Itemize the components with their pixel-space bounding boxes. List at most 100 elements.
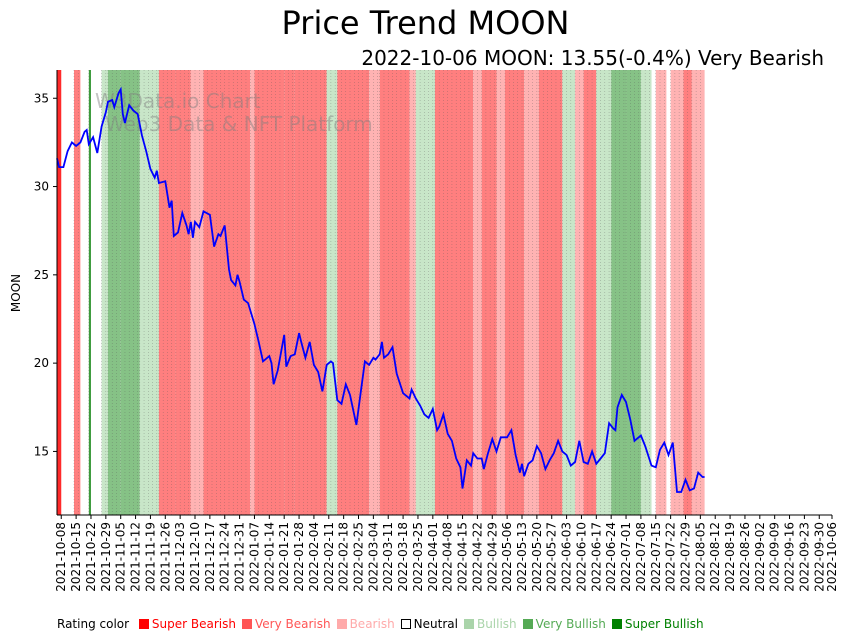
rating-band-16: [337, 70, 370, 515]
x-tick-label: 2022-07-29: [679, 522, 693, 592]
x-tick-label: 2022-03-11: [381, 522, 395, 592]
legend-swatch: [522, 619, 533, 629]
y-tick-label: 30: [34, 180, 49, 194]
rating-band-28: [538, 70, 563, 515]
x-tick-label: 2022-07-08: [634, 522, 648, 592]
rating-band-1: [73, 70, 81, 515]
rating-band-21: [428, 70, 435, 515]
rating-band-19: [409, 70, 416, 515]
x-tick-label: 2021-10-29: [99, 522, 113, 592]
legend-item: Bullish: [463, 617, 517, 631]
legend-swatch: [138, 619, 149, 629]
legend-item: Bearish: [336, 617, 395, 631]
rating-bands: [57, 70, 705, 515]
legend-label: Very Bearish: [254, 617, 331, 631]
x-tick-label: 2022-06-03: [560, 522, 574, 592]
x-tick-label: 2022-02-11: [322, 522, 336, 592]
legend-title: Rating color: [57, 617, 130, 631]
x-tick-label: 2022-06-24: [604, 522, 618, 592]
x-tick-label: 2021-12-24: [218, 522, 232, 592]
rating-band-36: [655, 70, 667, 515]
rating-band-8: [175, 70, 191, 515]
rating-band-14: [294, 70, 327, 515]
rating-band-4: [107, 70, 121, 515]
rating-band-34: [626, 70, 641, 515]
legend-label: Super Bullish: [624, 617, 704, 631]
axes: [56, 70, 832, 516]
rating-band-0: [57, 70, 62, 515]
legend-label: Very Bullish: [535, 617, 606, 631]
x-tick-label: 2022-02-25: [352, 522, 366, 592]
y-tick-label: 15: [34, 444, 49, 458]
rating-band-26: [505, 70, 525, 515]
x-tick-label: 2022-06-10: [575, 522, 589, 592]
rating-band-39: [691, 70, 705, 515]
x-tick-label: 2021-10-15: [69, 522, 83, 592]
rating-band-17: [369, 70, 380, 515]
x-tick-label: 2022-07-22: [664, 522, 678, 592]
x-tick-label: 2022-05-13: [515, 522, 529, 592]
x-tick-label: 2022-01-07: [248, 522, 262, 592]
price-line: [56, 86, 705, 493]
x-tick-label: 2021-11-12: [129, 522, 143, 592]
legend-swatch: [241, 619, 252, 629]
watermark-line-2: Web3 Data & NFT Platform: [105, 112, 373, 136]
legend-label: Bullish: [476, 617, 517, 631]
legend-swatch: [463, 619, 474, 629]
watermark-line-1: W3Data.io Chart: [95, 89, 261, 113]
x-tick-label: 2022-05-27: [545, 522, 559, 592]
x-tick-label: 2021-11-05: [114, 522, 128, 592]
x-tick-label: 2022-01-14: [262, 522, 276, 592]
chart-title: Price Trend MOON: [281, 4, 570, 42]
legend-item: Very Bullish: [522, 617, 606, 631]
x-tick-label: 2022-06-17: [589, 522, 603, 592]
rating-band-37: [670, 70, 684, 515]
x-tick-label: 2022-09-16: [783, 522, 797, 592]
rating-band-22: [434, 70, 474, 515]
x-tick-label: 2021-12-17: [203, 522, 217, 592]
x-tick-label: 2022-03-18: [396, 522, 410, 592]
x-tick-label: 2022-04-15: [456, 522, 470, 592]
x-tick-label: 2022-04-29: [485, 522, 499, 592]
x-tick-label: 2022-08-12: [708, 522, 722, 592]
rating-band-12: [254, 70, 285, 515]
rating-band-35: [640, 70, 652, 515]
rating-band-3: [101, 70, 108, 515]
x-tick-label: 2022-08-19: [723, 522, 737, 592]
rating-band-6: [139, 70, 159, 515]
x-tick-label: 2022-04-01: [426, 522, 440, 592]
x-tick-label: 2022-04-08: [441, 522, 455, 592]
legend-swatch: [336, 619, 347, 629]
y-axis-label: MOON: [9, 274, 23, 312]
rating-band-15: [326, 70, 338, 515]
x-tick-label: 2022-10-06: [825, 522, 839, 592]
legend-label: Super Bearish: [151, 617, 236, 631]
x-tick-label: 2022-08-26: [738, 522, 752, 592]
y-ticks: 15 20 25 30 35: [34, 91, 57, 458]
x-tick-label: 2021-11-19: [143, 522, 157, 592]
x-tick-label: 2022-03-25: [411, 522, 425, 592]
x-tick-label: 2022-05-06: [500, 522, 514, 592]
x-tick-label: 2022-03-04: [366, 522, 380, 592]
x-tick-label: 2022-09-30: [812, 522, 826, 592]
rating-band-11: [250, 70, 255, 515]
legend-swatch: [611, 619, 622, 629]
rating-band-31: [583, 70, 597, 515]
rating-band-10: [203, 70, 251, 515]
legend-item: Super Bearish: [138, 617, 236, 631]
x-tick-label: 2022-01-28: [292, 522, 306, 592]
x-tick-label: 2021-11-26: [158, 522, 172, 592]
rating-band-5: [120, 70, 140, 515]
x-tick-label: 2022-01-21: [277, 522, 291, 592]
chart-subtitle: 2022-10-06 MOON: 13.55(-0.4%) Very Beari…: [361, 46, 824, 70]
x-tick-label: 2022-09-02: [753, 522, 767, 592]
legend-item: Neutral: [400, 617, 458, 631]
legend-items: Super Bearish Very Bearish Bearish Neutral B…: [138, 617, 710, 631]
x-tick-label: 2022-07-01: [619, 522, 633, 592]
rating-band-33: [611, 70, 627, 515]
rating-band-32: [596, 70, 612, 515]
x-tick-label: 2022-02-04: [307, 522, 321, 592]
x-tick-label: 2022-04-22: [470, 522, 484, 592]
x-tick-label: 2021-12-31: [233, 522, 247, 592]
